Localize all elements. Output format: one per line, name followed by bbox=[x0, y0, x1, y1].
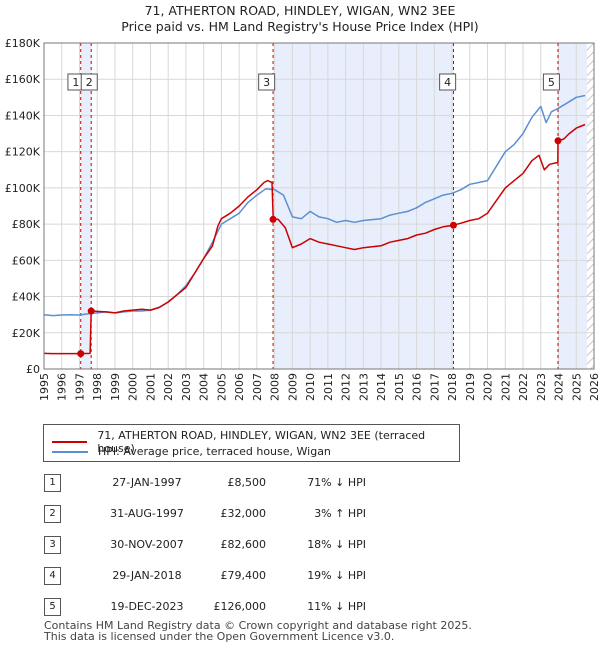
x-tick-label: 1999 bbox=[109, 373, 122, 401]
x-tick-label: 2007 bbox=[251, 373, 264, 401]
x-tick-label: 2019 bbox=[464, 373, 477, 401]
footer: Contains HM Land Registry data © Crown c… bbox=[44, 620, 472, 642]
shaded-range-1 bbox=[80, 43, 92, 369]
x-tick-label: 2024 bbox=[553, 373, 566, 401]
x-tick-label: 2008 bbox=[269, 373, 282, 401]
sale-date: 19-DEC-2023 bbox=[110, 600, 184, 613]
sale-point-1 bbox=[77, 350, 85, 358]
plot-border bbox=[43, 42, 595, 370]
property-series-line bbox=[43, 123, 586, 355]
sale-date: 31-AUG-1997 bbox=[110, 507, 184, 520]
hpi-series-line bbox=[43, 94, 586, 317]
chart-title: 71, ATHERTON ROAD, HINDLEY, WIGAN, WN2 3… bbox=[145, 3, 456, 18]
y-tick-label: £60K bbox=[12, 254, 41, 267]
x-tick-label: 2005 bbox=[215, 373, 228, 401]
x-tick-label: 2010 bbox=[304, 373, 317, 401]
sale-date: 29-JAN-2018 bbox=[112, 569, 182, 582]
y-tick-label: £140K bbox=[5, 109, 41, 122]
legend-item-property: 71, ATHERTON ROAD, HINDLEY, WIGAN, WN2 3… bbox=[52, 429, 459, 455]
footer-licence: This data is licensed under the Open Gov… bbox=[44, 630, 395, 643]
sale-number-badge: 3 bbox=[44, 536, 61, 554]
y-tick-label: £40K bbox=[12, 291, 41, 304]
sale-hpi-diff: 11% ↓ HPI bbox=[307, 600, 366, 613]
sale-label-box-2 bbox=[80, 73, 98, 91]
y-tick-label: £180K bbox=[5, 37, 41, 50]
sale-price: £79,400 bbox=[220, 569, 267, 582]
y-tick-label: £80K bbox=[12, 218, 41, 231]
x-tick-label: 2020 bbox=[482, 373, 495, 401]
sale-number-badge: 4 bbox=[44, 567, 61, 585]
sale-hpi-diff: 3% ↑ HPI bbox=[314, 507, 366, 520]
x-tick-label: 2001 bbox=[144, 373, 157, 401]
x-tick-label: 2012 bbox=[340, 373, 353, 401]
price-chart: 71, ATHERTON ROAD, HINDLEY, WIGAN, WN2 3… bbox=[5, 3, 600, 401]
x-tick-label: 2014 bbox=[375, 373, 388, 401]
sale-point-4 bbox=[449, 221, 457, 229]
sale-hpi-diff: 18% ↓ HPI bbox=[307, 538, 366, 551]
sale-point-3 bbox=[269, 215, 277, 223]
y-tick-label: £100K bbox=[5, 182, 41, 195]
x-tick-label: 2021 bbox=[499, 373, 512, 401]
sale-number-badge: 5 bbox=[44, 598, 61, 616]
y-tick-label: £20K bbox=[12, 327, 41, 340]
x-tick-label: 2011 bbox=[322, 373, 335, 401]
chart-subtitle: Price paid vs. HM Land Registry's House … bbox=[121, 19, 478, 34]
sale-number-badge: 1 bbox=[44, 474, 61, 492]
sale-date: 27-JAN-1997 bbox=[112, 476, 182, 489]
x-tick-label: 2015 bbox=[393, 373, 406, 401]
sale-label-text-3: 3 bbox=[263, 76, 270, 89]
x-tick-label: 2013 bbox=[357, 373, 370, 401]
sale-label-box-5 bbox=[542, 73, 560, 91]
footer-copyright: Contains HM Land Registry data © Crown c… bbox=[44, 619, 472, 632]
x-tick-label: 2017 bbox=[428, 373, 441, 401]
x-tick-label: 2000 bbox=[127, 373, 140, 401]
x-tick-label: 2009 bbox=[286, 373, 299, 401]
y-tick-label: £120K bbox=[5, 146, 41, 159]
x-tick-label: 1995 bbox=[38, 373, 51, 401]
y-tick-label: £160K bbox=[5, 73, 41, 86]
x-tick-label: 2025 bbox=[570, 373, 583, 401]
plot-area: 1 2 3 4 5 £0 £20K £40K £60K £80K £100K £120K £140K £1… bbox=[5, 37, 600, 401]
x-tick-label: 2026 bbox=[588, 373, 600, 401]
x-tick-label: 1997 bbox=[73, 373, 86, 401]
sale-price: £126,000 bbox=[213, 600, 267, 613]
y-tick-label: £0 bbox=[26, 363, 40, 376]
legend-swatch-property bbox=[52, 441, 88, 443]
sale-price: £82,600 bbox=[220, 538, 267, 551]
sale-hpi-diff: 19% ↓ HPI bbox=[307, 569, 366, 582]
x-tick-label: 2002 bbox=[162, 373, 175, 401]
x-tick-label: 1996 bbox=[56, 373, 69, 401]
sale-label-text-1: 1 bbox=[72, 76, 79, 89]
sale-label-box-4 bbox=[439, 73, 457, 91]
x-tick-label: 2004 bbox=[198, 373, 211, 401]
legend: 71, ATHERTON ROAD, HINDLEY, WIGAN, WN2 3… bbox=[43, 424, 460, 462]
sale-price: £8,500 bbox=[227, 476, 267, 489]
x-tick-label: 2018 bbox=[446, 373, 459, 401]
shaded-range-3 bbox=[557, 43, 587, 369]
sale-hpi-diff: 71% ↓ HPI bbox=[307, 476, 366, 489]
x-tick-label: 2023 bbox=[535, 373, 548, 401]
x-tick-label: 2006 bbox=[233, 373, 246, 401]
forecast-hatch bbox=[586, 43, 594, 369]
sale-number-badge: 2 bbox=[44, 505, 61, 523]
sale-point-2 bbox=[87, 307, 95, 315]
sale-label-text-4: 4 bbox=[444, 76, 451, 89]
x-tick-label: 2022 bbox=[517, 373, 530, 401]
sale-label-text-5: 5 bbox=[548, 76, 555, 89]
sale-date: 30-NOV-2007 bbox=[110, 538, 184, 551]
sale-price: £32,000 bbox=[220, 507, 267, 520]
x-tick-label: 2016 bbox=[411, 373, 424, 401]
sale-label-text-2: 2 bbox=[86, 76, 93, 89]
sale-label-box-3 bbox=[258, 73, 276, 91]
sale-point-5 bbox=[554, 137, 562, 145]
x-tick-label: 2003 bbox=[180, 373, 193, 401]
legend-swatch-hpi bbox=[52, 450, 88, 453]
legend-label-hpi: HPI: Average price, terraced house, Wiga… bbox=[98, 445, 331, 458]
x-tick-label: 1998 bbox=[91, 373, 104, 401]
legend-item-hpi: HPI: Average price, terraced house, Wiga… bbox=[52, 445, 331, 458]
legend-label-property: 71, ATHERTON ROAD, HINDLEY, WIGAN, WN2 3… bbox=[97, 429, 426, 455]
